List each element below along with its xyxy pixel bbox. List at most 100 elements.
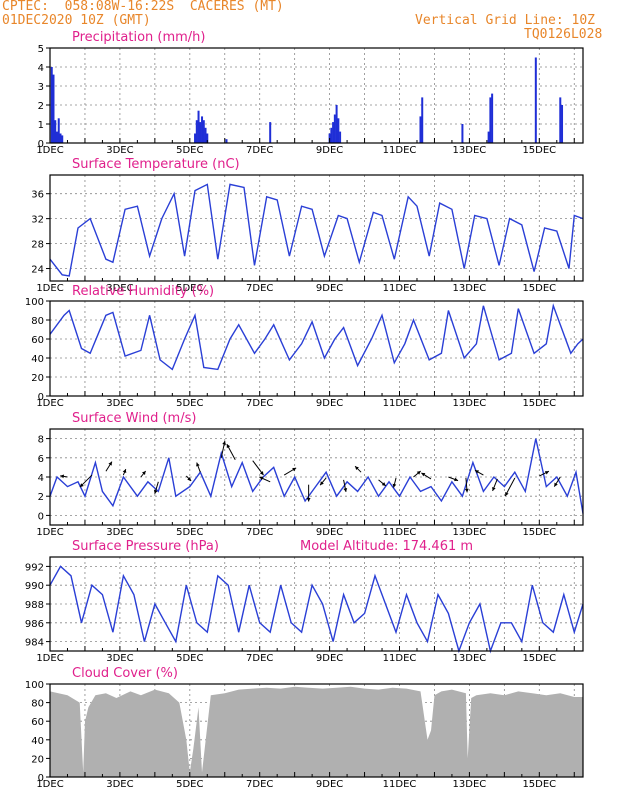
series-line (49, 565, 584, 654)
precip-bar (61, 135, 64, 143)
wind-arrow-head (292, 467, 297, 472)
x-tick-label: 9DEC (316, 398, 343, 409)
x-tick-label: 3DEC (106, 653, 133, 664)
model-code: TQ0126L028 (524, 27, 603, 42)
panel-4 (46, 556, 584, 654)
x-tick-label: 13DEC (453, 527, 487, 538)
precip-bar (491, 93, 494, 143)
y-tick-label: 2 (38, 492, 44, 503)
precip-bar (339, 131, 342, 143)
y-tick-label: 60 (31, 335, 44, 346)
wind-arrow-head (381, 482, 386, 486)
x-tick-label: 1DEC (36, 527, 63, 538)
y-tick-label: 0 (38, 511, 44, 522)
wind-arrow-head (187, 477, 192, 481)
plot-frame (49, 300, 584, 397)
x-tick-label: 15DEC (522, 145, 556, 156)
wind-arrow-head (554, 482, 558, 487)
x-tick-label: 1DEC (36, 653, 63, 664)
precip-bar (421, 97, 424, 143)
y-tick-label: 80 (31, 316, 44, 327)
x-tick-label: 11DEC (383, 653, 417, 664)
wind-arrow-head (259, 471, 264, 476)
y-tick-label: 28 (31, 240, 44, 251)
y-tick-label: 24 (31, 265, 44, 276)
cloud-area (50, 686, 583, 777)
x-tick-label: 9DEC (316, 527, 343, 538)
precip-bar (197, 110, 200, 143)
panel-5 (46, 683, 584, 778)
x-tick-label: 11DEC (383, 527, 417, 538)
y-tick-label: 4 (38, 473, 44, 484)
chart-title: Precipitation (mm/h) (72, 30, 205, 45)
wind-arrow-head (153, 489, 158, 494)
x-tick-label: 9DEC (316, 653, 343, 664)
y-tick-label: 60 (31, 717, 44, 728)
y-tick-label: 100 (25, 297, 44, 308)
series-line (49, 303, 584, 371)
precip-bar (487, 131, 490, 143)
precip-bar (57, 118, 60, 143)
wind-arrow-head (79, 483, 84, 488)
x-tick-label: 13DEC (453, 145, 487, 156)
plot-frame (49, 683, 584, 778)
wind-arrow-head (122, 469, 127, 474)
precip-bar (55, 131, 58, 143)
precip-bar (419, 116, 422, 143)
precip-bar (54, 120, 57, 143)
precip-bar (204, 127, 207, 143)
y-tick-label: 988 (25, 600, 44, 611)
wind-arrow-head (421, 472, 426, 477)
y-tick-label: 990 (25, 581, 44, 592)
x-tick-label: 3DEC (106, 398, 133, 409)
x-tick-label: 1DEC (36, 283, 63, 294)
wind-arrow-head (392, 483, 397, 488)
precip-bar (333, 114, 336, 143)
plot-frame (49, 47, 584, 144)
precip-bar (201, 116, 204, 143)
x-tick-label: 1DEC (36, 398, 63, 409)
plot-frame (49, 428, 584, 526)
x-tick-label: 5DEC (176, 653, 203, 664)
precip-bar (335, 105, 338, 143)
wind-arrow-head (108, 461, 112, 466)
wind-arrow-head (355, 466, 359, 471)
x-tick-label: 5DEC (176, 283, 203, 294)
precip-bar (225, 139, 228, 143)
precip-bar (269, 122, 272, 143)
wind-arrow-head (141, 471, 146, 475)
x-tick-label: 1DEC (36, 145, 63, 156)
x-tick-label: 1DEC (36, 779, 63, 790)
y-tick-label: 40 (31, 736, 44, 747)
x-tick-label: 11DEC (383, 398, 417, 409)
wind-arrow-head (306, 497, 311, 502)
x-tick-label: 13DEC (453, 283, 487, 294)
wind-arrow-head (474, 470, 479, 474)
precip-bar (332, 122, 335, 143)
x-tick-label: 7DEC (246, 145, 273, 156)
precip-bar (202, 120, 205, 143)
y-tick-label: 8 (38, 435, 44, 446)
precip-bar (561, 105, 564, 143)
x-tick-label: 15DEC (522, 398, 556, 409)
panel-1 (46, 174, 584, 282)
x-tick-label: 5DEC (176, 398, 203, 409)
wind-arrow-head (544, 471, 549, 475)
precip-bar (194, 133, 197, 143)
x-tick-label: 7DEC (246, 398, 273, 409)
panel-3 (46, 428, 584, 526)
wind-arrow-head (259, 476, 264, 481)
y-tick-label: 0 (38, 773, 44, 784)
wind-arrow-head (60, 474, 65, 479)
chart-title: Surface Pressure (hPa) (72, 539, 219, 554)
x-tick-label: 9DEC (316, 283, 343, 294)
chart-title: Surface Wind (m/s) (72, 411, 196, 426)
x-tick-label: 15DEC (522, 283, 556, 294)
precip-bar (330, 127, 333, 143)
y-tick-label: 0 (38, 392, 44, 403)
y-tick-label: 992 (25, 562, 44, 573)
chart-title: Cloud Cover (%) (72, 666, 178, 681)
x-tick-label: 11DEC (383, 283, 417, 294)
y-tick-label: 80 (31, 699, 44, 710)
